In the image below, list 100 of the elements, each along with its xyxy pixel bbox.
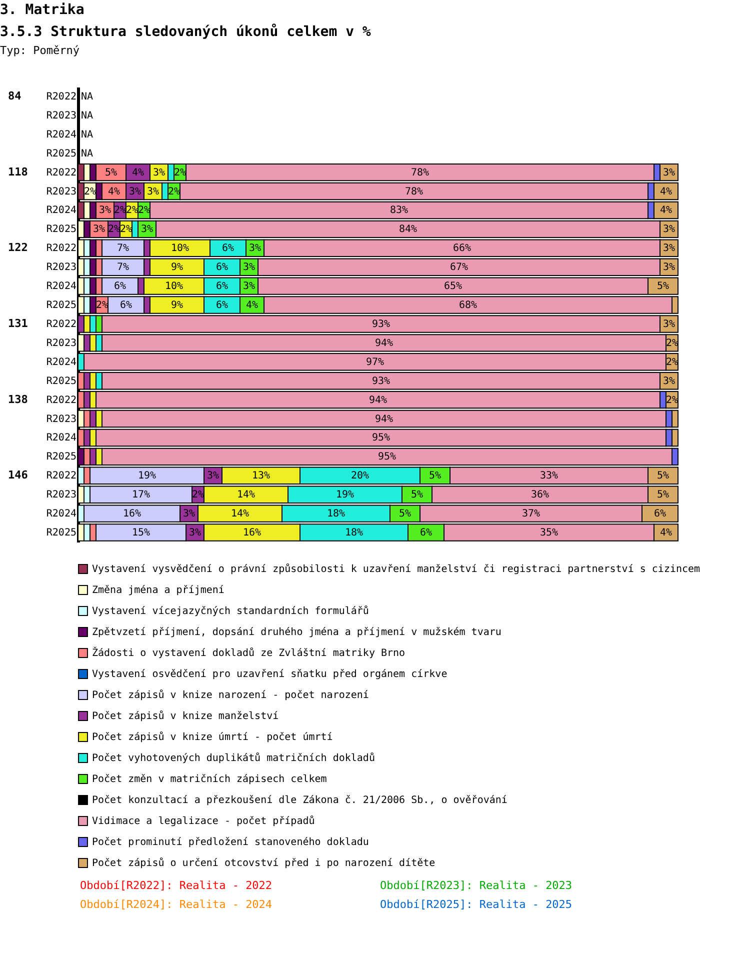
data-label: 35%	[540, 528, 558, 539]
text: NA	[81, 110, 94, 122]
y-tick-label: R2024	[46, 356, 76, 368]
chart-title: 3. Matrika	[0, 2, 86, 18]
data-label: 2%	[174, 167, 186, 178]
text: 118	[8, 165, 28, 178]
data-label: 3%	[242, 281, 256, 292]
y-tick-label: R2022	[46, 91, 76, 102]
data-label: 36%	[530, 490, 550, 501]
y-tick-label: R2022	[46, 394, 76, 406]
legend-label: Počet zápisů v knize manželství	[92, 710, 279, 722]
data-label: 78%	[410, 167, 430, 178]
legend-label: Vystavení osvědčení pro uzavření sňatku před orgánem církve	[92, 669, 448, 680]
data-label: 2%	[666, 338, 678, 349]
data-label: 5%	[656, 281, 670, 292]
data-label: 4%	[660, 205, 672, 216]
y-tick-label: R2022	[46, 167, 76, 178]
y-tick-label: R2025	[46, 224, 76, 236]
data-label: 3%	[248, 243, 262, 254]
data-label: 37%	[522, 508, 540, 520]
y-tick-label: R2024	[46, 205, 76, 216]
data-label: 14%	[236, 490, 256, 501]
data-label: 67%	[450, 262, 468, 274]
data-label: 2%	[168, 186, 180, 198]
data-label: 18%	[344, 528, 364, 539]
data-label: 94%	[374, 338, 394, 349]
legend-label: Počet konzultací a přezkoušení dle Zákona č. 21/2006 Sb., o ověřování	[92, 795, 508, 806]
text: Typ: Poměrný	[0, 44, 80, 57]
data-label: 33%	[540, 470, 558, 482]
data-label: 19%	[336, 490, 354, 501]
data-label: 16%	[242, 528, 262, 539]
data-label: 2%	[192, 490, 204, 501]
data-label: 2%	[666, 356, 678, 368]
text: 138	[8, 392, 28, 406]
text: NA	[81, 129, 94, 140]
data-label: 84%	[398, 224, 418, 236]
y-tick-label: R2024	[46, 432, 76, 444]
data-label: 94%	[374, 414, 394, 425]
data-label: 15%	[132, 528, 150, 539]
data-label: 6%	[420, 528, 432, 539]
data-label: 7%	[116, 243, 130, 254]
data-label: 3%	[662, 167, 676, 178]
data-label: 4%	[108, 186, 120, 198]
y-tick-label: R2023	[46, 262, 76, 274]
data-label: 3%	[146, 186, 160, 198]
data-label: 5%	[104, 167, 118, 178]
y-tick-label: R2023	[46, 490, 76, 501]
data-label: 2%	[96, 300, 108, 312]
data-label: 2%	[108, 224, 120, 236]
data-label: 10%	[164, 281, 184, 292]
legend-label: Počet prominutí předložení stanoveného dokladu	[92, 837, 369, 848]
data-label: 18%	[326, 508, 346, 520]
legend-label: Žádosti o vystavení dokladů ze Zvláštní matriky Brno	[92, 646, 406, 659]
data-label: 3%	[98, 205, 112, 216]
data-label: 5%	[398, 508, 412, 520]
data-label: 2%	[114, 205, 126, 216]
data-label: 20%	[350, 470, 370, 482]
data-label: 68%	[458, 300, 478, 312]
text: 84	[8, 89, 22, 102]
text: Období[R2024]: Realita - 2024	[80, 898, 274, 911]
text: NA	[81, 148, 94, 160]
text: NA	[81, 91, 94, 102]
data-label: 3%	[140, 224, 154, 236]
data-label: 6%	[216, 281, 228, 292]
data-label: 97%	[366, 356, 384, 368]
data-label: 13%	[252, 470, 270, 482]
data-label: 65%	[444, 281, 462, 292]
data-label: 3%	[662, 318, 676, 330]
data-label: 6%	[120, 300, 132, 312]
data-label: 3%	[188, 528, 202, 539]
data-label: 6%	[654, 508, 666, 520]
y-tick-label: R2022	[46, 318, 76, 330]
data-label: 9%	[170, 300, 184, 312]
text: 146	[8, 468, 28, 482]
text: Období[R2023]: Realita - 2023	[380, 879, 574, 892]
data-label: 95%	[372, 432, 390, 444]
data-label: 3%	[662, 243, 676, 254]
data-label: 3%	[152, 167, 166, 178]
data-label: 9%	[170, 262, 184, 274]
y-tick-label: R2025	[46, 528, 76, 539]
legend-label: Vystavení vícejazyčných standardních formulářů	[92, 605, 369, 617]
data-label: 4%	[660, 186, 672, 198]
data-label: 3%	[128, 186, 142, 198]
data-label: 3%	[662, 224, 676, 236]
data-label: 3%	[662, 376, 676, 387]
data-label: 83%	[390, 205, 408, 216]
data-label: 3%	[662, 262, 676, 274]
legend-label: Vidimace a legalizace - počet případů	[92, 815, 315, 827]
y-tick-label: R2022	[46, 243, 76, 254]
data-label: 3%	[206, 470, 220, 482]
legend-label: Počet zápisů v knize úmrtí - počet úmrtí	[92, 731, 333, 743]
y-tick-label: R2024	[46, 281, 76, 292]
data-label: 3%	[242, 262, 256, 274]
text: Období[R2022]: Realita - 2022	[80, 879, 274, 892]
data-label: 4%	[132, 167, 144, 178]
data-label: 78%	[404, 186, 424, 198]
data-label: 16%	[122, 508, 142, 520]
y-tick-label: R2025	[46, 148, 76, 160]
legend-label: Počet změn v matričních zápisech celkem	[92, 774, 327, 785]
legend-label: Počet zápisů o určení otcovství před i po narození dítěte	[92, 857, 436, 869]
